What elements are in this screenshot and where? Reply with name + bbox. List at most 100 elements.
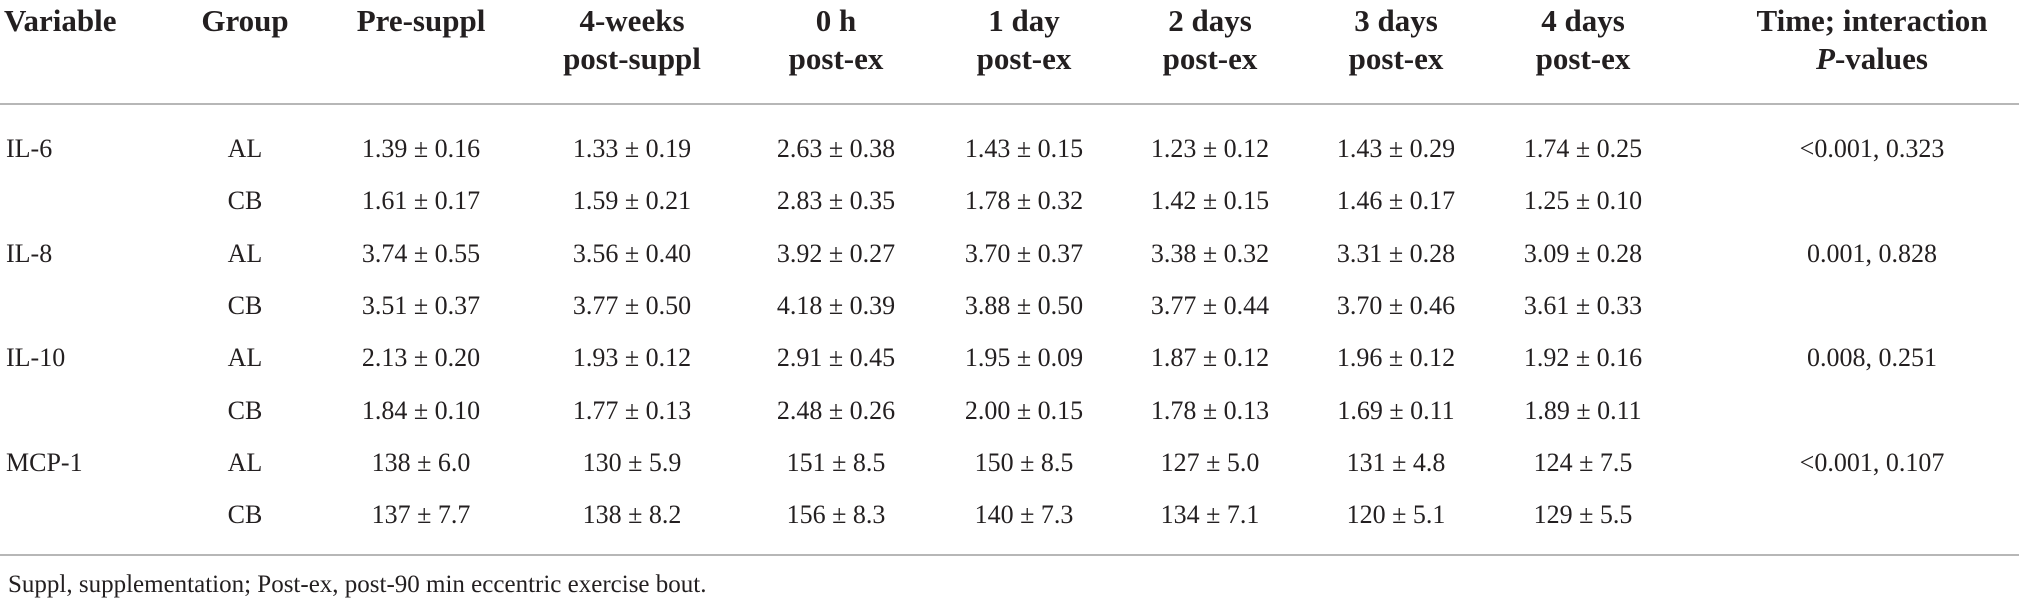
cell-value: 1.61 ± 0.17 <box>361 186 481 215</box>
header-label: 4-weeks <box>579 3 685 38</box>
header-variable: Variable <box>4 2 117 40</box>
header-3-days: 3 days post-ex <box>1316 2 1476 78</box>
header-4-days: 4 days post-ex <box>1503 2 1663 78</box>
cell-value: 156 ± 8.3 <box>786 500 886 529</box>
cell-value: 1.96 ± 0.12 <box>1336 343 1456 372</box>
cell-value: 3.77 ± 0.44 <box>1150 291 1270 320</box>
cell-variable: IL-10 <box>6 343 66 372</box>
cell-value: 3.56 ± 0.40 <box>572 239 692 268</box>
cell-value: 129 ± 5.5 <box>1533 500 1633 529</box>
cell-value: 2.48 ± 0.26 <box>776 396 896 425</box>
cell-p-values: 0.008, 0.251 <box>1807 343 1937 372</box>
cell-value: 2.63 ± 0.38 <box>776 134 896 163</box>
cell-value: 3.70 ± 0.46 <box>1336 291 1456 320</box>
cell-value: 3.38 ± 0.32 <box>1150 239 1270 268</box>
cell-value: 3.74 ± 0.55 <box>361 239 481 268</box>
cell-value: 3.61 ± 0.33 <box>1523 291 1643 320</box>
cell-value: 131 ± 4.8 <box>1346 448 1446 477</box>
cell-value: 1.84 ± 0.10 <box>361 396 481 425</box>
cell-value: 120 ± 5.1 <box>1346 500 1446 529</box>
cell-value: 140 ± 7.3 <box>974 500 1074 529</box>
cell-value: 2.83 ± 0.35 <box>776 186 896 215</box>
cell-variable: MCP-1 <box>6 448 83 477</box>
header-label: 1 day <box>988 3 1060 38</box>
cell-variable: IL-6 <box>6 134 53 163</box>
header-label-line2: post-suppl <box>563 41 701 76</box>
cell-p-values: <0.001, 0.323 <box>1799 134 1945 163</box>
table-footnote: Suppl, supplementation; Post-ex, post-90… <box>8 571 707 598</box>
cell-value: 1.33 ± 0.19 <box>572 134 692 163</box>
cell-group: AL <box>227 343 263 372</box>
cell-value: 130 ± 5.9 <box>582 448 682 477</box>
cell-value: 1.74 ± 0.25 <box>1523 134 1643 163</box>
cell-value: 138 ± 8.2 <box>582 500 682 529</box>
header-label: Pre-suppl <box>356 3 486 38</box>
header-label-line2: P-values <box>1734 40 2010 78</box>
cell-group: AL <box>227 134 263 163</box>
cell-group: CB <box>227 396 263 425</box>
p-suffix: -values <box>1834 41 1928 76</box>
cell-value: 124 ± 7.5 <box>1533 448 1633 477</box>
cell-value: 1.78 ± 0.13 <box>1150 396 1270 425</box>
header-divider <box>0 103 2019 105</box>
header-label-line2: post-ex <box>1535 41 1631 76</box>
header-4-weeks: 4-weeks post-suppl <box>532 2 732 78</box>
header-label: 0 h <box>815 3 857 38</box>
cell-value: 1.87 ± 0.12 <box>1150 343 1270 372</box>
cell-value: 127 ± 5.0 <box>1160 448 1260 477</box>
cell-value: 1.89 ± 0.11 <box>1524 396 1642 425</box>
cell-value: 3.88 ± 0.50 <box>964 291 1084 320</box>
cell-value: 3.51 ± 0.37 <box>361 291 481 320</box>
cell-value: 1.78 ± 0.32 <box>964 186 1084 215</box>
cell-value: 1.43 ± 0.29 <box>1336 134 1456 163</box>
cell-group: CB <box>227 291 263 320</box>
cell-value: 1.25 ± 0.10 <box>1523 186 1643 215</box>
cell-value: 1.42 ± 0.15 <box>1150 186 1270 215</box>
p-symbol: P <box>1816 41 1835 76</box>
cell-value: 1.59 ± 0.21 <box>572 186 692 215</box>
header-label-line2: post-ex <box>788 41 884 76</box>
cell-value: 1.69 ± 0.11 <box>1337 396 1455 425</box>
cell-group: CB <box>227 186 263 215</box>
header-label: Time; interaction <box>1756 3 1988 38</box>
cell-group: AL <box>227 239 263 268</box>
cell-value: 1.77 ± 0.13 <box>572 396 692 425</box>
cell-variable: IL-8 <box>6 239 53 268</box>
cell-value: 3.70 ± 0.37 <box>964 239 1084 268</box>
cell-value: 1.23 ± 0.12 <box>1150 134 1270 163</box>
header-p-values: Time; interaction P-values <box>1734 2 2010 78</box>
header-2-days: 2 days post-ex <box>1130 2 1290 78</box>
header-label: 4 days <box>1541 3 1625 38</box>
cell-value: 1.93 ± 0.12 <box>572 343 692 372</box>
table-bottom-rule <box>0 554 2019 556</box>
cell-value: 4.18 ± 0.39 <box>776 291 896 320</box>
cell-p-values: <0.001, 0.107 <box>1799 448 1945 477</box>
header-1-day: 1 day post-ex <box>944 2 1104 78</box>
header-0h: 0 h post-ex <box>756 2 916 78</box>
cell-value: 1.39 ± 0.16 <box>361 134 481 163</box>
cell-group: AL <box>227 448 263 477</box>
cell-p-values: 0.001, 0.828 <box>1807 239 1937 268</box>
cell-value: 1.46 ± 0.17 <box>1336 186 1456 215</box>
cell-value: 3.31 ± 0.28 <box>1336 239 1456 268</box>
cell-value: 3.09 ± 0.28 <box>1523 239 1643 268</box>
cell-value: 137 ± 7.7 <box>371 500 471 529</box>
cell-value: 151 ± 8.5 <box>786 448 886 477</box>
cell-group: CB <box>227 500 263 529</box>
cell-value: 138 ± 6.0 <box>371 448 471 477</box>
cell-value: 3.77 ± 0.50 <box>572 291 692 320</box>
cell-value: 2.13 ± 0.20 <box>361 343 481 372</box>
cell-value: 2.00 ± 0.15 <box>964 396 1084 425</box>
cell-value: 1.92 ± 0.16 <box>1523 343 1643 372</box>
cell-value: 1.95 ± 0.09 <box>964 343 1084 372</box>
cell-value: 150 ± 8.5 <box>974 448 1074 477</box>
header-label-line2: post-ex <box>976 41 1072 76</box>
cell-value: 3.92 ± 0.27 <box>776 239 896 268</box>
header-label: Group <box>201 3 289 38</box>
cell-value: 134 ± 7.1 <box>1160 500 1260 529</box>
header-label: 2 days <box>1168 3 1252 38</box>
header-label-line2: post-ex <box>1162 41 1258 76</box>
cell-value: 2.91 ± 0.45 <box>776 343 896 372</box>
header-label: 3 days <box>1354 3 1438 38</box>
cell-value: 1.43 ± 0.15 <box>964 134 1084 163</box>
